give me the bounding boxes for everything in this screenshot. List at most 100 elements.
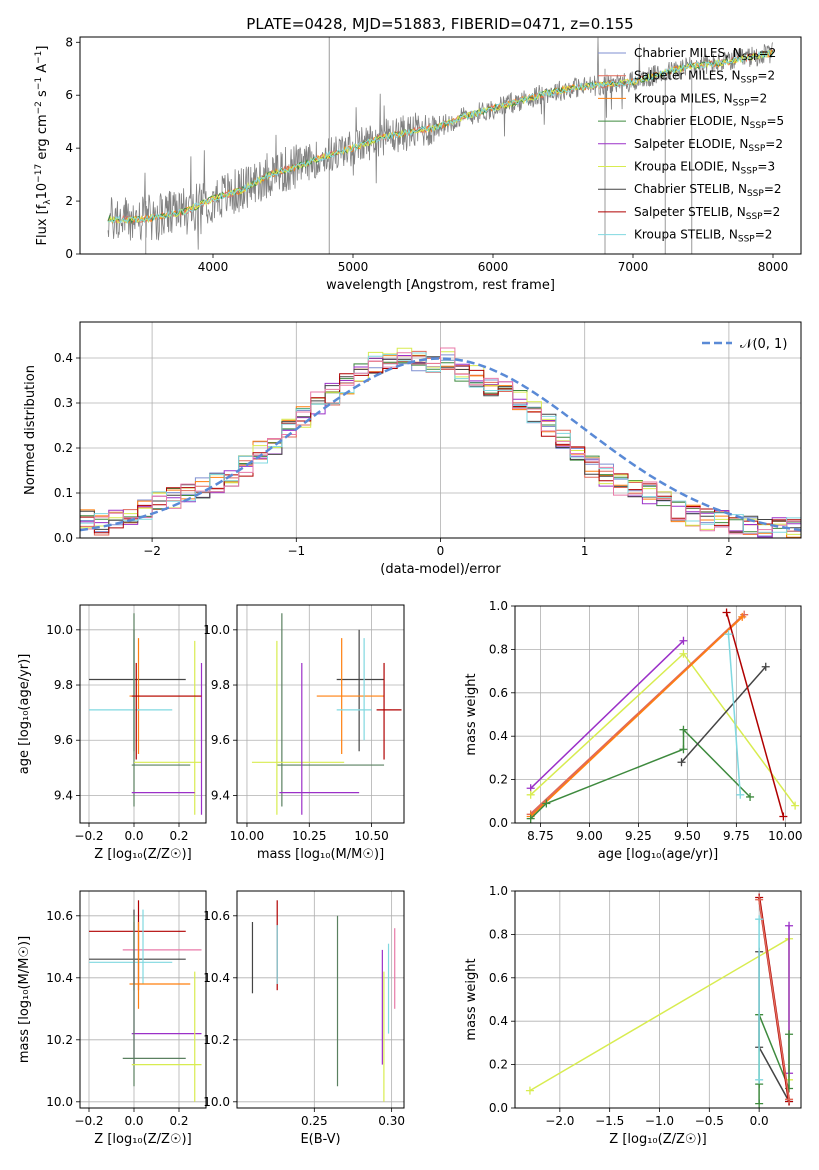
y-tick-label: 0.4	[489, 1014, 508, 1028]
x-tick-label: 9.50	[674, 829, 701, 843]
axes-age_vs_Z: −0.2 0.0 0.2 9.4 9.6 9.8 10.0 Z [log₁₀(Z/Z☉)] ag…	[17, 604, 207, 862]
axes-weight_vs_Z: −2.0 −1.5 −1.0 −0.5 0.0 0.0 0.2 0.4 0.6 0.8 1.0 Z […	[464, 884, 802, 1147]
weight-marker	[542, 799, 551, 808]
y-tick-label: 4	[65, 141, 73, 155]
axes-spectrum: 4000 5000 6000 7000 8000 0 2 4 6 8 wavelength [Ang…	[34, 35, 802, 293]
x-tick-label: 10.25	[292, 829, 326, 843]
y-tick-label: 10.2	[46, 1033, 73, 1047]
y-tick-label: 0.4	[489, 729, 508, 743]
x-tick-label: −0.5	[695, 1114, 724, 1128]
weight-marker	[785, 1095, 794, 1104]
axes-frame	[514, 605, 802, 824]
x-tick-label: 0.30	[378, 1114, 405, 1128]
weight-marker	[525, 1086, 534, 1095]
legend-label: Salpeter STELIB, NSSP=2	[634, 205, 780, 222]
legend-val: =2	[750, 91, 768, 105]
x-tick-label: 1	[581, 544, 589, 558]
x-tick-label: 0	[437, 544, 445, 558]
x-tick-label: 0.2	[169, 829, 188, 843]
plot-area-mass_vs_ebv	[251, 900, 396, 1102]
y-tick-label: 1.0	[489, 599, 508, 613]
x-tick-label: 6000	[478, 260, 509, 274]
y-label-part: s	[35, 90, 50, 101]
legend-val: =2	[755, 228, 773, 242]
weight-marker	[526, 814, 535, 823]
y-tick-label: 0.6	[489, 686, 508, 700]
x-tick-label: 10.00	[768, 829, 802, 843]
weight-marker	[736, 790, 745, 799]
plot-area-age_vs_mass	[251, 613, 402, 815]
y-tick-label: 10.6	[46, 909, 73, 923]
weight-marker	[755, 915, 764, 924]
legend-sub: SSP	[741, 76, 758, 86]
weight-marker	[738, 612, 747, 621]
plot-area-mass_vs_Z	[89, 900, 202, 1102]
weight-line-salpeter_stelib	[725, 612, 785, 817]
y-label-part: −1	[34, 77, 44, 90]
x-tick-label: −1	[287, 544, 305, 558]
legend-sub: SSP	[748, 144, 765, 154]
weight-line-kroupa_stelib	[727, 634, 742, 795]
model-line-kroupa_elodie	[107, 50, 774, 224]
x-tick-label: 0.0	[750, 1114, 769, 1128]
weight-line-salpeter_elodie	[530, 640, 685, 789]
y-tick-label: 0.2	[489, 1058, 508, 1072]
weight-marker	[746, 792, 755, 801]
legend-name: Chabrier STELIB, N	[634, 182, 747, 196]
x-tick-label: 10.50	[354, 829, 388, 843]
legend-val: =3	[757, 160, 775, 174]
normal-curve	[80, 357, 801, 532]
legend-name: Salpeter STELIB, N	[634, 205, 746, 219]
axes-mass_vs_ebv: 0.25 0.30 10.0 10.2 10.4 10.6 E(B-V)	[203, 890, 405, 1147]
weight-marker	[785, 921, 794, 930]
y-tick-label: 10.0	[203, 1095, 230, 1109]
weight-marker	[677, 758, 686, 767]
weight-marker	[779, 812, 788, 821]
legend-sub: SSP	[741, 167, 758, 177]
weight-line-chabrier_elodie	[530, 727, 751, 820]
y-tick-label: 10.0	[203, 623, 230, 637]
y-tick-label: 0.3	[54, 396, 73, 410]
axes-weight_vs_age: 8.75 9.00 9.25 9.50 9.75 10.00 0.0 0.2 0.4 0.6 0.8…	[464, 599, 803, 862]
legend-val: =2	[763, 205, 781, 219]
x-tick-label: −0.2	[74, 1114, 103, 1128]
legend-val: =2	[757, 69, 775, 83]
y-label-part: A	[35, 64, 50, 77]
weight-marker	[755, 1099, 764, 1108]
x-tick-label: 8.75	[527, 829, 554, 843]
y-axis-label: Flux [fλ10−17 erg cm−2 s−1 A−1]	[34, 46, 53, 246]
y-label-part: −17	[34, 164, 44, 183]
x-tick-label: 9.00	[576, 829, 603, 843]
y-label-part: λ	[43, 199, 53, 205]
x-tick-label: 0.0	[124, 1114, 143, 1128]
legend-label: Chabrier ELODIE, NSSP=5	[634, 114, 784, 131]
weight-marker	[722, 608, 731, 617]
y-tick-label: 0.2	[54, 441, 73, 455]
hist-step-extra1	[80, 347, 801, 538]
y-label-part: ]	[35, 46, 50, 51]
y-tick-label: 0.2	[489, 773, 508, 787]
x-axis-label: age [log₁₀(age/yr)]	[598, 847, 719, 862]
weight-line-kroupa_miles	[530, 616, 743, 818]
axes-frame	[79, 36, 802, 255]
weight-marker	[755, 1075, 764, 1084]
weight-marker	[679, 649, 688, 658]
x-tick-label: 0.0	[124, 829, 143, 843]
y-tick-label: 10.4	[46, 971, 73, 985]
y-tick-label: 10.2	[203, 1033, 230, 1047]
x-tick-label: 7000	[618, 260, 649, 274]
x-tick-label: 4000	[198, 260, 229, 274]
x-tick-label: 2	[725, 544, 733, 558]
y-tick-label: 0.1	[54, 486, 73, 500]
axes-frame	[79, 321, 802, 539]
legend-val: =2	[765, 137, 783, 151]
x-tick-label: −1.5	[595, 1114, 624, 1128]
axes-residuals: −2 −1 0 1 2 0.0 0.1 0.2 0.3 0.4 (data-model)/error…	[23, 321, 802, 577]
weight-marker	[761, 662, 770, 671]
weight-line-kroupa_elodie	[530, 652, 796, 807]
model-line-kroupa_stelib	[107, 50, 774, 224]
y-tick-label: 0.8	[489, 927, 508, 941]
legend-label: Kroupa MILES, NSSP=2	[634, 91, 767, 108]
